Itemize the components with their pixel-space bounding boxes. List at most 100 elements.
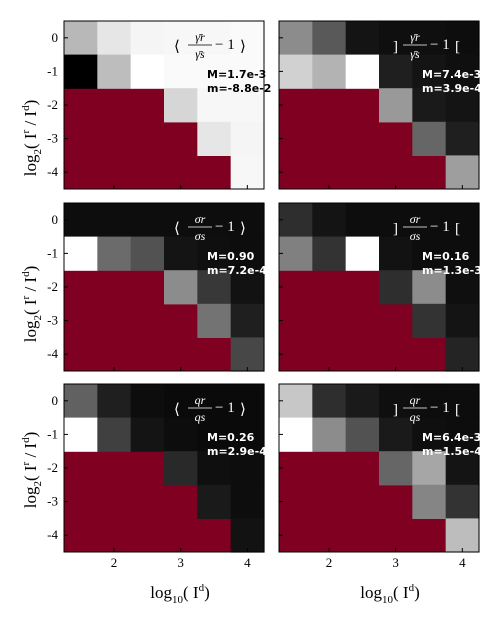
max-annotation: M=0.26 — [207, 431, 255, 444]
heatmap-cell — [445, 384, 480, 419]
formula-minus-one: − 1 — [430, 219, 450, 235]
heatmap-cell — [345, 54, 380, 89]
heatmap-cell — [64, 21, 98, 56]
min-annotation: m=1.5e-4 — [422, 445, 482, 458]
heatmap-cell — [445, 203, 480, 238]
formula-denominator: qs — [410, 410, 421, 424]
heatmap-cell — [197, 203, 232, 238]
heatmap-cell — [164, 54, 198, 89]
heatmap-cell — [279, 54, 313, 89]
min-annotation: m=3.9e-4 — [422, 82, 482, 95]
heatmap-cell — [412, 88, 447, 123]
y-tick-label: -4 — [47, 527, 58, 542]
formula-close-bracket: [ — [455, 402, 460, 418]
heatmap-cell — [345, 21, 380, 56]
heatmap-cell — [164, 88, 198, 123]
formula-open-bracket: ] — [393, 221, 398, 237]
heatmap-cell — [164, 384, 198, 419]
y-tick-label: -4 — [47, 164, 58, 179]
formula-close-bracket: [ — [455, 39, 460, 55]
heatmap-cell — [279, 21, 313, 56]
x-tick-label: 3 — [177, 555, 184, 570]
heatmap-cell — [64, 203, 98, 238]
heatmap-cell — [379, 54, 413, 89]
heatmap-cell — [379, 270, 413, 305]
heatmap-cell — [312, 384, 347, 419]
heatmap-cell — [445, 518, 480, 553]
heatmap-cell — [379, 384, 413, 419]
heatmap-cell — [379, 21, 413, 56]
heatmap-cell — [64, 384, 98, 419]
heatmap-cell — [197, 236, 232, 271]
heatmap-cell — [412, 384, 447, 419]
heatmap-cell — [97, 54, 132, 89]
heatmap-cell — [279, 203, 313, 238]
x-tick-label: 4 — [244, 555, 251, 570]
heatmap-cell — [445, 484, 480, 519]
heatmap-cell — [379, 203, 413, 238]
formula-denominator: γ̄s — [410, 47, 420, 61]
x-tick-label: 4 — [459, 555, 466, 570]
heatmap-cell — [312, 417, 347, 452]
heatmap-cell — [197, 54, 232, 89]
formula-numerator: σr — [195, 212, 206, 226]
heatmap-cell — [97, 203, 132, 238]
max-annotation: M=6.4e-3 — [422, 431, 481, 444]
heatmap-cell — [379, 417, 413, 452]
formula-numerator: γ̄r — [195, 30, 205, 44]
heatmap-cell — [197, 303, 232, 338]
heatmap-cell — [230, 21, 265, 56]
y-tick-label: 0 — [52, 30, 59, 45]
heatmap-cell — [279, 236, 313, 271]
heatmap-cell — [412, 236, 447, 271]
heatmap-cell — [312, 203, 347, 238]
heatmap-cell — [345, 417, 380, 452]
heatmap-cell — [197, 451, 232, 486]
heatmap-cell — [230, 121, 265, 156]
heatmap-cell — [97, 236, 132, 271]
heatmap-cell — [197, 484, 232, 519]
heatmap-cell — [445, 155, 480, 190]
y-tick-label: -1 — [47, 245, 58, 260]
heatmap-cell — [197, 88, 232, 123]
heatmap-cell — [197, 417, 232, 452]
heatmap-cell — [230, 384, 265, 419]
heatmap-cell — [230, 155, 265, 190]
heatmap-cell — [230, 484, 265, 519]
heatmap-cell — [445, 451, 480, 486]
heatmap-cell — [412, 270, 447, 305]
heatmap-cell — [164, 417, 198, 452]
heatmap-cell — [230, 270, 265, 305]
max-annotation: M=1.7e-3 — [207, 68, 266, 81]
heatmap-cell — [97, 417, 132, 452]
formula-denominator: qs — [195, 410, 206, 424]
heatmap-cell — [445, 21, 480, 56]
heatmap-panel-4: ] [σr σs − 1 M=0.16m=1.3e-3 — [278, 202, 482, 372]
heatmap-cell — [445, 54, 480, 89]
formula-minus-one: − 1 — [430, 400, 450, 416]
formula-open-bracket: ] — [393, 402, 398, 418]
heatmap-cell — [64, 417, 98, 452]
heatmap-cell — [197, 121, 232, 156]
heatmap-cell — [312, 54, 347, 89]
heatmap-cell — [130, 203, 165, 238]
svg-text:log2( Ir / Id): log2( Ir / Id) — [20, 432, 44, 509]
formula-denominator: γ̄s — [195, 47, 205, 61]
heatmap-cell — [445, 270, 480, 305]
heatmap-cell — [197, 270, 232, 305]
heatmap-cell — [64, 236, 98, 271]
heatmap-cell — [230, 303, 265, 338]
heatmap-cell — [445, 303, 480, 338]
heatmap-cell — [230, 236, 265, 271]
y-axis-label-row1: log2( Ir / Id) — [20, 100, 44, 177]
heatmap-cell — [197, 21, 232, 56]
svg-text:log2( Ir / Id): log2( Ir / Id) — [20, 266, 44, 343]
heatmap-panel-6: 2 3 4] [qr qs − 1 M=6.4e-3m=1.5e-4 — [278, 383, 482, 570]
heatmap-cell — [97, 21, 132, 56]
formula-minus-one: − 1 — [215, 37, 235, 53]
heatmap-cell — [197, 384, 232, 419]
formula-minus-one: − 1 — [215, 400, 235, 416]
svg-text:log2( Ir / Id): log2( Ir / Id) — [20, 100, 44, 177]
min-annotation: m=1.3e-3 — [422, 264, 482, 277]
formula-minus-one: − 1 — [215, 219, 235, 235]
